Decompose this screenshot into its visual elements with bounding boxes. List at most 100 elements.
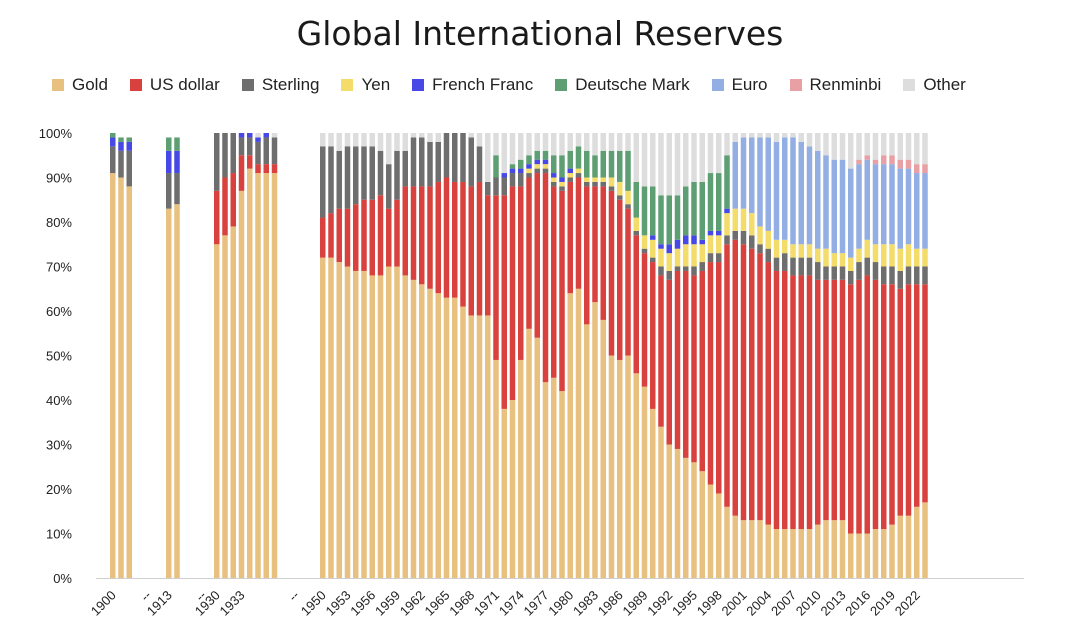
y-tick-label: 90%: [46, 171, 72, 186]
bar-segment-yen-2017: [872, 244, 879, 263]
bar-segment-sterling-1900: [110, 146, 116, 174]
bar-segment-euro-2017: [872, 164, 879, 245]
bar-segment-deutsche-mark-1998: [716, 173, 722, 231]
bar-segment-gold-2000: [732, 515, 738, 578]
bar-segment-sterling-1950: [320, 146, 326, 218]
bar-segment-us-dollar-1967: [460, 181, 466, 307]
bar-segment-sterling-1936: [263, 137, 269, 165]
bar-segment-euro-2015: [856, 164, 862, 249]
bar-segment-renminbi-2020: [897, 159, 903, 169]
legend-swatch-other: [903, 79, 916, 91]
bar-segment-sterling-2012: [831, 266, 837, 280]
bar-segment-us-dollar-1959: [394, 199, 400, 267]
bar-segment-gold-2022: [914, 506, 920, 578]
bar-segment-french-franc-1991: [658, 244, 664, 249]
bar-segment-other-1969: [476, 133, 483, 147]
bar-segment-sterling-2021: [905, 266, 912, 285]
bar-segment-gold-1982: [584, 324, 590, 578]
legend-label-deutsche-mark: Deutsche Mark: [575, 75, 690, 94]
bar-segment-sterling-1931: [222, 133, 228, 178]
bar-segment-us-dollar-1980: [567, 181, 573, 294]
y-tick-label: 10%: [46, 527, 72, 542]
bar-segment-french-franc-1902: [126, 141, 132, 151]
bar-segment-other-1991: [658, 133, 664, 196]
bar-segment-french-franc-1975: [526, 164, 532, 169]
bar-segment-gold-2020: [897, 515, 903, 578]
bar-segment-other-1983: [592, 133, 598, 156]
legend-swatch-yen: [341, 79, 354, 91]
bar-segment-sterling-2014: [848, 270, 854, 285]
x-tick-label: 1913: [144, 588, 175, 619]
legend-label-sterling: Sterling: [261, 75, 320, 94]
bar-segment-gold-1932: [230, 226, 236, 578]
bar-segment-sterling-1913: [166, 173, 172, 209]
bar-segment-yen-2000: [732, 208, 738, 231]
bar-segment-us-dollar-2016: [864, 275, 870, 534]
bar-segment-other-2021: [905, 133, 912, 160]
bar-segment-gold-1966: [452, 297, 458, 578]
bar-segment-deutsche-mark-1978: [551, 155, 557, 174]
bar-segment-other-2003: [757, 133, 763, 138]
bar-segment-gold-1972: [501, 408, 507, 578]
bar-segment-gold-1933: [238, 190, 245, 578]
x-tick-label: 1959: [372, 588, 403, 619]
bar-segment-french-franc-1936: [263, 133, 269, 138]
bar-segment-us-dollar-2002: [749, 248, 755, 521]
bar-segment-gold-1960: [402, 275, 408, 578]
bar-segment-euro-2000: [732, 141, 738, 209]
bar-segment-sterling-1932: [230, 133, 236, 174]
bar-segment-sterling-2008: [798, 257, 804, 276]
bar-segment-us-dollar-1931: [222, 177, 228, 236]
bar-segment-gold-2004: [765, 524, 771, 578]
bar-segment-sterling-1975: [526, 173, 532, 178]
bar-segment-other-1982: [584, 133, 590, 151]
bar-segment-us-dollar-2003: [757, 253, 763, 521]
bar-segment-french-franc-1980: [567, 168, 573, 174]
bar-segment-other-1970: [485, 133, 491, 182]
bar-segment-gold-1964: [435, 293, 441, 578]
bar-segment-other-2002: [749, 133, 755, 138]
bar-segment-us-dollar-1984: [600, 186, 606, 320]
bar-segment-yen-1979: [559, 181, 565, 187]
x-tick-label: 1974: [496, 588, 527, 619]
bar-segment-yen-1990: [650, 239, 656, 258]
bar-segment-gold-1984: [600, 319, 606, 578]
bar-segment-us-dollar-2012: [831, 279, 837, 521]
bar-segment-us-dollar-2001: [740, 244, 747, 521]
bar-segment-other-2006: [782, 133, 788, 138]
x-tick-label: 1950: [298, 588, 329, 619]
bar-segment-us-dollar-2022: [914, 284, 920, 507]
legend-item-yen: Yen: [341, 75, 390, 95]
bar-segment-us-dollar-1960: [402, 186, 408, 276]
bar-segment-sterling-1985: [608, 186, 615, 191]
bar-segment-euro-2008: [798, 141, 804, 245]
bar-segment-us-dollar-2000: [732, 239, 738, 516]
bar-segment-deutsche-mark-1988: [633, 181, 639, 218]
bar-segment-us-dollar-1979: [559, 190, 565, 392]
bar-segment-other-2012: [831, 133, 837, 160]
bar-segment-us-dollar-1970: [485, 195, 491, 316]
bar-segment-us-dollar-2007: [790, 275, 796, 530]
bar-segment-gold-1973: [509, 400, 516, 578]
bar-segment-us-dollar-2005: [773, 270, 780, 530]
bar-segment-other-1996: [699, 133, 705, 182]
bar-segment-sterling-1956: [369, 146, 375, 200]
bar-segment-us-dollar-1935: [255, 164, 261, 174]
bar-segment-gold-2011: [823, 520, 829, 578]
bar-segment-gold-1968: [468, 315, 474, 578]
bar-segment-us-dollar-1982: [584, 186, 590, 325]
bar-segment-gold-2007: [790, 529, 796, 578]
bar-segment-euro-2013: [839, 159, 846, 254]
bar-segment-deutsche-mark-1984: [600, 150, 606, 178]
bar-segment-french-franc-1933: [238, 133, 245, 138]
bar-segment-euro-2007: [790, 137, 796, 245]
bar-segment-gold-1969: [476, 315, 483, 578]
bar-segment-gold-1976: [534, 337, 540, 578]
bar-segment-gold-2003: [757, 520, 763, 578]
bar-segment-gold-1956: [369, 275, 375, 578]
bar-segment-sterling-1963: [427, 141, 433, 187]
bar-segment-other-1935: [255, 133, 261, 138]
bar-segment-french-franc-1994: [683, 235, 689, 245]
bar-segment-gold-1993: [674, 448, 681, 578]
bar-segment-other-1997: [707, 133, 714, 174]
